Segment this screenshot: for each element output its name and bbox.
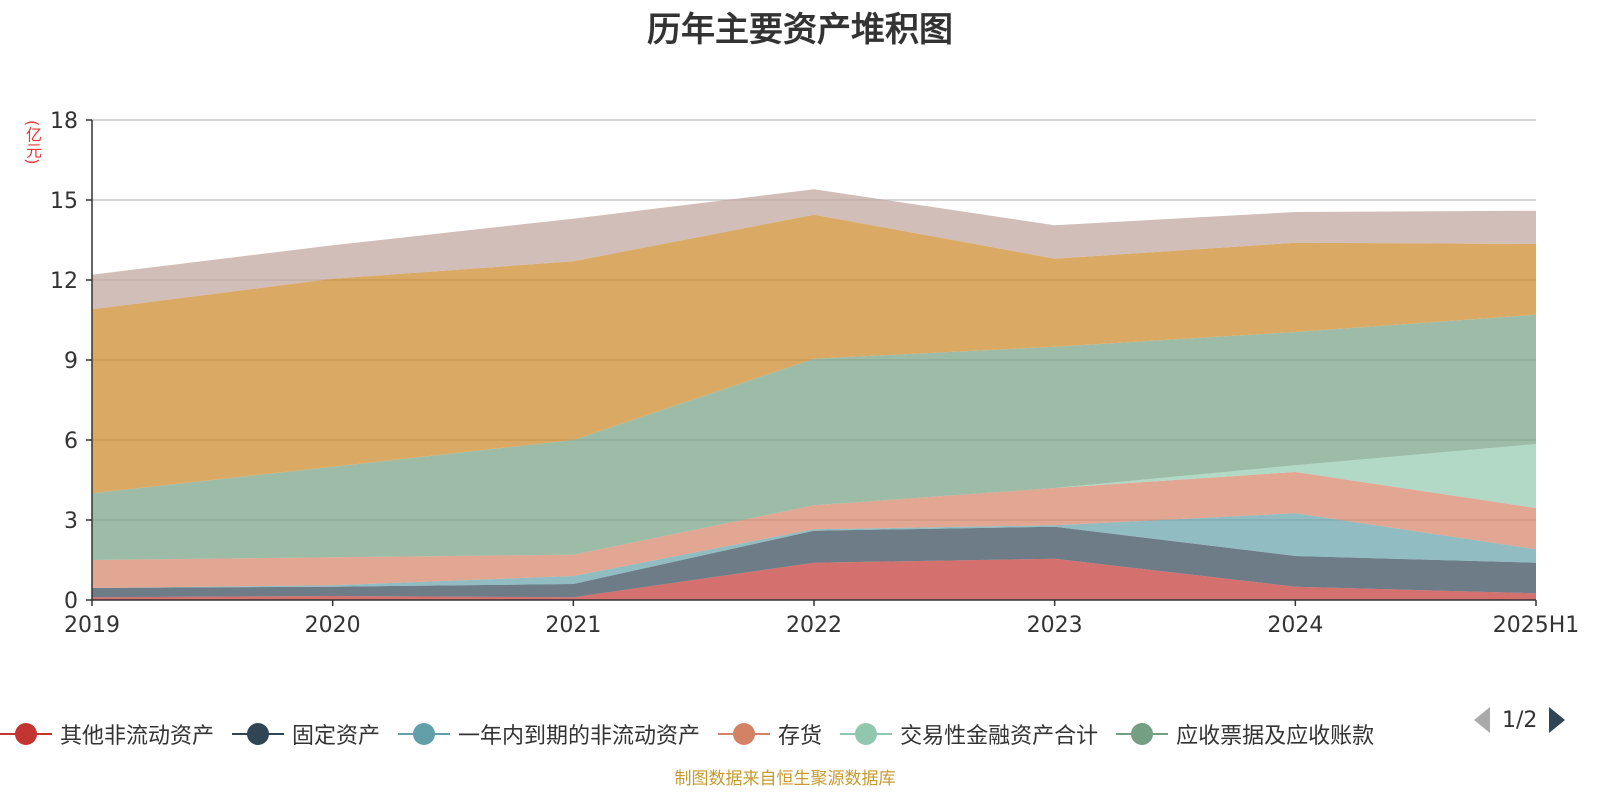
y-tick-label: 6 xyxy=(64,429,78,454)
legend-label: 固定资产 xyxy=(292,724,381,749)
legend-item[interactable]: 其他非流动资产 xyxy=(0,718,214,750)
legend-label: 交易性金融资产合计 xyxy=(900,724,1099,749)
y-axis-unit: (亿元) xyxy=(23,120,42,165)
legend-label: 应收票据及应收账款 xyxy=(1176,724,1375,749)
y-tick-label: 3 xyxy=(64,509,78,534)
chart-title: 历年主要资产堆积图 xyxy=(647,10,953,50)
x-tick-label: 2022 xyxy=(786,613,842,638)
area-series-6[interactable] xyxy=(92,314,1536,560)
legend-pager: 1/2 xyxy=(1474,704,1566,736)
legend-item[interactable]: 一年内到期的非流动资产 xyxy=(398,718,700,750)
y-tick-label: 15 xyxy=(50,189,78,214)
legend-label: 存货 xyxy=(778,724,823,749)
stacked-area-chart: 0 3 6 9 12 15 18 2019 2020 2021 2022 2023 2024 2025H1 xyxy=(50,109,1580,638)
legend-item[interactable]: 存货 xyxy=(718,718,822,750)
legend-marker-icon xyxy=(718,722,771,746)
legend-item[interactable]: 交易性金融资产合计 xyxy=(840,718,1098,750)
legend-marker-icon xyxy=(232,722,285,746)
legend-prev-page-icon[interactable] xyxy=(1474,707,1490,733)
data-source-note: 制图数据来自恒生聚源数据库 xyxy=(674,769,896,789)
x-tick-label: 2019 xyxy=(64,613,120,638)
area-series-2[interactable] xyxy=(92,526,1536,598)
area-series-1[interactable] xyxy=(92,558,1536,600)
legend-page-indicator: 1/2 xyxy=(1502,707,1538,733)
x-tick-label: 2023 xyxy=(1027,613,1083,638)
y-tick-label: 12 xyxy=(50,269,78,294)
y-tick-label: 0 xyxy=(64,589,78,614)
legend-marker-icon xyxy=(840,722,893,746)
legend-next-page-icon[interactable] xyxy=(1549,707,1566,733)
x-tick-label: 2020 xyxy=(305,613,361,638)
legend-item[interactable]: 固定资产 xyxy=(232,718,380,750)
legend-marker-icon xyxy=(0,722,52,746)
legend-label: 一年内到期的非流动资产 xyxy=(458,724,701,749)
legend-marker-icon xyxy=(398,722,451,746)
legend-item[interactable]: 应收票据及应收账款 xyxy=(1116,718,1374,750)
legend-marker-icon xyxy=(1116,722,1169,746)
x-tick-label: 2024 xyxy=(1267,613,1323,638)
area-series-4[interactable] xyxy=(92,472,1536,588)
legend-label: 其他非流动资产 xyxy=(60,724,215,749)
area-series-group xyxy=(92,189,1536,600)
area-series-3[interactable] xyxy=(92,513,1536,588)
y-tick-label: 9 xyxy=(64,349,78,374)
x-tick-label: 2021 xyxy=(545,613,601,638)
area-series-7[interactable] xyxy=(92,214,1536,494)
area-series-8[interactable] xyxy=(92,189,1536,310)
x-tick-label: 2025H1 xyxy=(1493,613,1580,638)
legend: 其他非流动资产 固定资产 一年内到期的非流动资产 存货 交易性金融资产合计 应收票据及应收… xyxy=(0,716,1392,752)
y-tick-label: 18 xyxy=(50,109,78,134)
